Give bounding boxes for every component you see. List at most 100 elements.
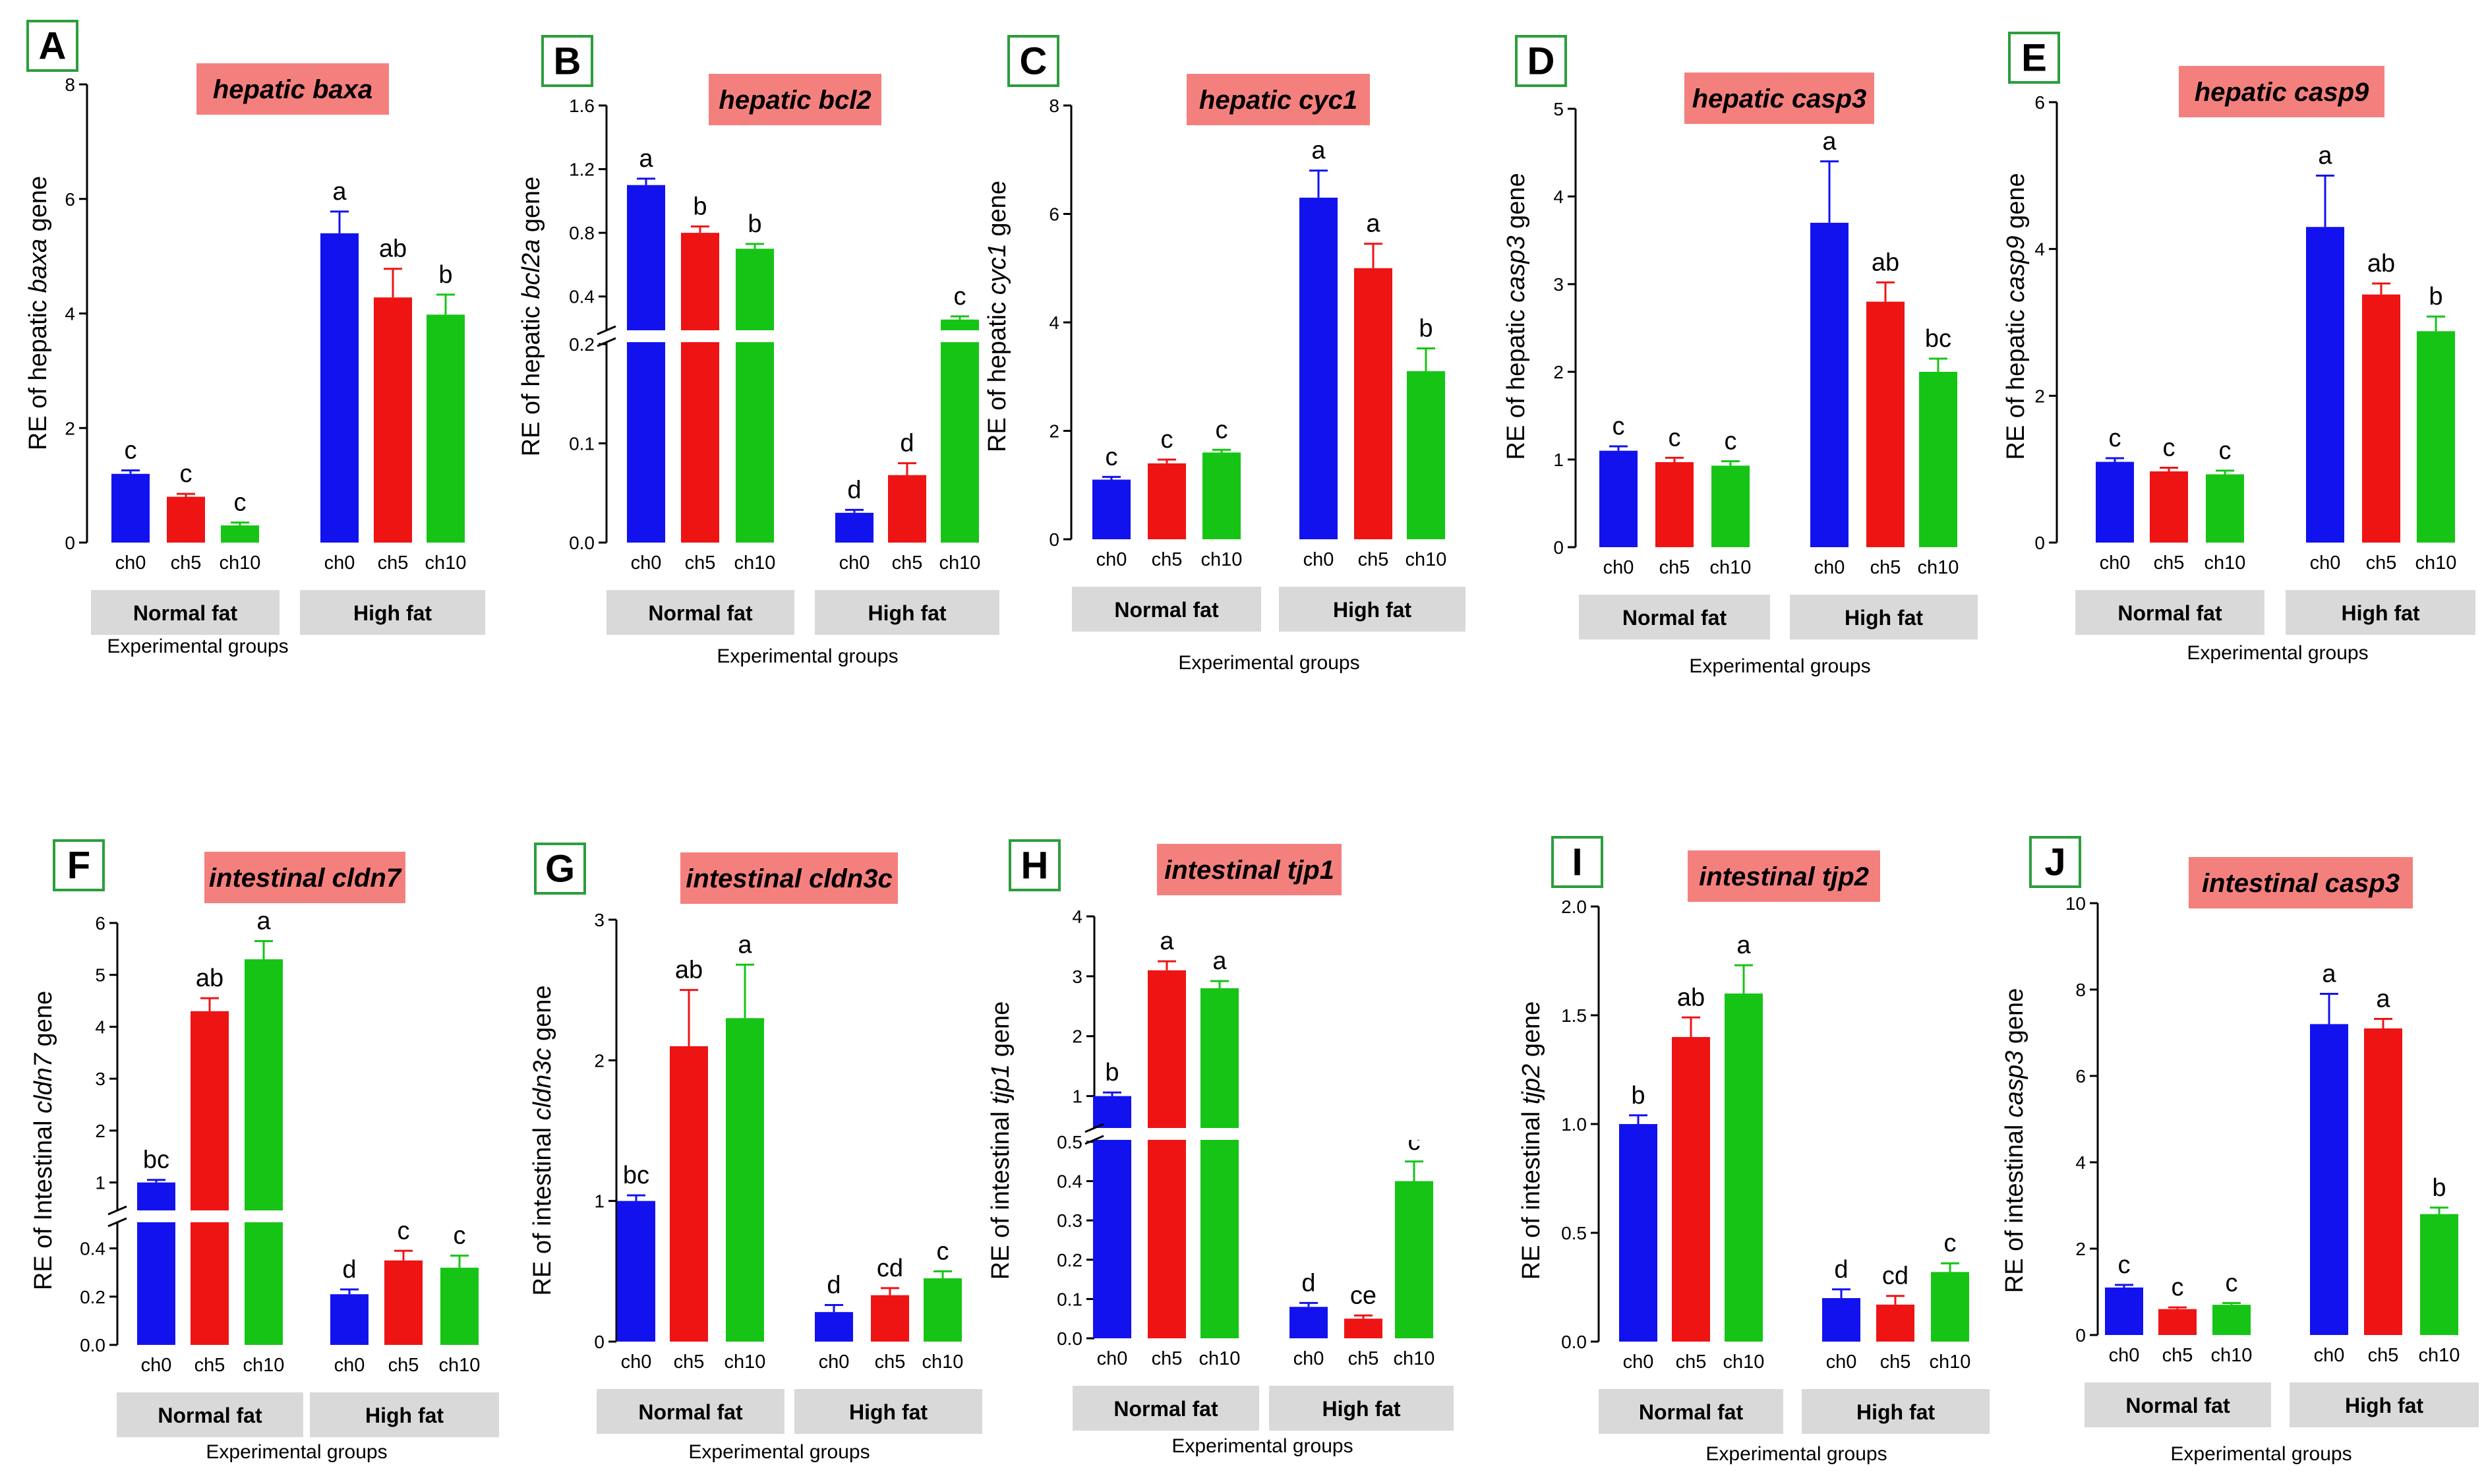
significance-letter: ab bbox=[1872, 249, 1899, 276]
x-tick-label: ch10 bbox=[2211, 1345, 2253, 1366]
significance-letter: c bbox=[2109, 425, 2121, 452]
significance-letter: c bbox=[1106, 443, 1118, 471]
y-tick-label: 2 bbox=[594, 1050, 605, 1071]
y-tick-label: 5 bbox=[1553, 99, 1564, 119]
y-axis-label-text: RE of hepatic bbox=[2002, 303, 2030, 460]
x-tick-label: ch10 bbox=[2205, 552, 2246, 574]
bar bbox=[245, 959, 283, 1345]
axis-break-mark bbox=[1084, 1135, 1104, 1145]
y-axis-label-text: gene bbox=[529, 985, 556, 1048]
y-axis-label-gene: baxa bbox=[24, 239, 52, 293]
panel-letter-box bbox=[1515, 35, 1567, 87]
significance-letter: c bbox=[954, 283, 966, 311]
y-tick-label: 1 bbox=[95, 1173, 105, 1193]
y-tick-label: 1.6 bbox=[569, 96, 595, 116]
significance-letter: d bbox=[1834, 1256, 1848, 1284]
y-axis-label: RE of hepatic cyc1 gene bbox=[984, 181, 1011, 452]
group-label: High fat bbox=[1322, 1397, 1400, 1421]
group-label-box bbox=[815, 590, 999, 635]
group-label-box bbox=[91, 590, 280, 635]
y-tick-label: 10 bbox=[2065, 893, 2086, 914]
group-label-box bbox=[310, 1392, 499, 1437]
x-tick-label: ch10 bbox=[1930, 1351, 1971, 1373]
y-tick-label: 1.5 bbox=[1561, 1005, 1587, 1026]
chart-title: hepatic casp3 bbox=[1692, 84, 1867, 113]
chart-title: intestinal tjp1 bbox=[1164, 856, 1334, 885]
chart-title: hepatic bcl2 bbox=[719, 86, 871, 115]
x-tick-label: ch10 bbox=[922, 1351, 964, 1373]
bar bbox=[2212, 1305, 2251, 1335]
bar bbox=[1344, 1319, 1382, 1338]
y-tick-label: 6 bbox=[2034, 92, 2045, 113]
x-tick-label: ch5 bbox=[2368, 1345, 2399, 1366]
y-axis-label: RE of hepatic casp3 gene bbox=[1502, 173, 1530, 460]
significance-letter: ab bbox=[1677, 984, 1705, 1011]
chart-title: intestinal cldn7 bbox=[209, 864, 402, 893]
axis-break-gap bbox=[1085, 1128, 1437, 1140]
bar bbox=[1200, 988, 1239, 1338]
axis-break-mark bbox=[597, 337, 616, 347]
x-tick-label: ch0 bbox=[819, 1351, 850, 1373]
significance-letter: d bbox=[900, 430, 914, 458]
y-axis-label-gene: casp3 bbox=[1502, 236, 1530, 303]
significance-letter: ce bbox=[1350, 1282, 1376, 1309]
chart-title-box bbox=[2189, 857, 2413, 908]
x-axis-label: Experimental groups bbox=[1178, 652, 1359, 674]
x-tick-label: ch0 bbox=[1623, 1351, 1654, 1373]
bar bbox=[137, 1182, 175, 1345]
x-axis-label: Experimental groups bbox=[2170, 1443, 2352, 1465]
x-tick-label: ch0 bbox=[1826, 1351, 1857, 1373]
group-label: Normal fat bbox=[648, 601, 753, 625]
chart-title-box bbox=[1688, 850, 1880, 902]
axis-break-gap bbox=[108, 1210, 483, 1222]
group-label: High fat bbox=[353, 601, 432, 625]
y-tick-label: 2 bbox=[95, 1121, 105, 1141]
y-tick-label: 0.0 bbox=[1561, 1332, 1587, 1352]
bar bbox=[320, 233, 359, 543]
significance-letter: a bbox=[1160, 928, 1174, 955]
bar bbox=[374, 297, 412, 543]
x-axis-label: Experimental groups bbox=[1171, 1435, 1353, 1457]
x-tick-label: ch10 bbox=[1199, 1348, 1241, 1369]
bar bbox=[2158, 1309, 2197, 1335]
bar bbox=[1299, 197, 1338, 539]
group-label: Normal fat bbox=[2117, 601, 2222, 625]
x-tick-label: ch0 bbox=[141, 1355, 172, 1376]
significance-letter: bc bbox=[1925, 325, 1951, 353]
y-tick-label: 0 bbox=[2075, 1325, 2086, 1346]
significance-letter: c bbox=[2118, 1251, 2131, 1279]
panel-letter: A bbox=[39, 25, 67, 68]
significance-letter: a bbox=[639, 145, 653, 173]
significance-letter: c bbox=[2172, 1274, 2184, 1301]
x-tick-label: ch10 bbox=[425, 552, 467, 574]
y-axis-label: RE of intestinal tjp2 gene bbox=[1518, 1001, 1545, 1280]
x-tick-label: ch0 bbox=[839, 552, 870, 574]
y-tick-label: 0.4 bbox=[569, 287, 595, 307]
group-label-box bbox=[1599, 1389, 1783, 1434]
y-tick-label: 0.3 bbox=[1057, 1210, 1082, 1231]
y-tick-label: 0.0 bbox=[569, 533, 595, 553]
significance-letter: c bbox=[2219, 437, 2232, 465]
x-axis-label: Experimental groups bbox=[2187, 642, 2368, 664]
significance-letter: a bbox=[2322, 961, 2336, 988]
y-tick-label: 4 bbox=[2075, 1152, 2086, 1173]
x-tick-label: ch5 bbox=[1870, 557, 1901, 578]
bar bbox=[924, 1278, 962, 1342]
axis-break-mark bbox=[107, 1217, 127, 1228]
x-tick-label: ch5 bbox=[2162, 1345, 2193, 1366]
y-tick-label: 5 bbox=[95, 965, 105, 986]
bar bbox=[1822, 1298, 1860, 1342]
axis-break-mark bbox=[107, 1205, 127, 1216]
x-tick-label: ch10 bbox=[243, 1355, 285, 1376]
bar bbox=[1866, 301, 1905, 547]
significance-letter: c bbox=[398, 1217, 410, 1245]
y-axis-label-gene: tjp2 bbox=[1518, 1064, 1545, 1104]
x-tick-label: ch10 bbox=[734, 552, 776, 574]
bar bbox=[1202, 452, 1241, 539]
panel-letter: F bbox=[67, 845, 90, 887]
panel-letter: J bbox=[2044, 841, 2065, 884]
x-tick-label: ch5 bbox=[1348, 1348, 1379, 1369]
bar bbox=[427, 314, 465, 543]
